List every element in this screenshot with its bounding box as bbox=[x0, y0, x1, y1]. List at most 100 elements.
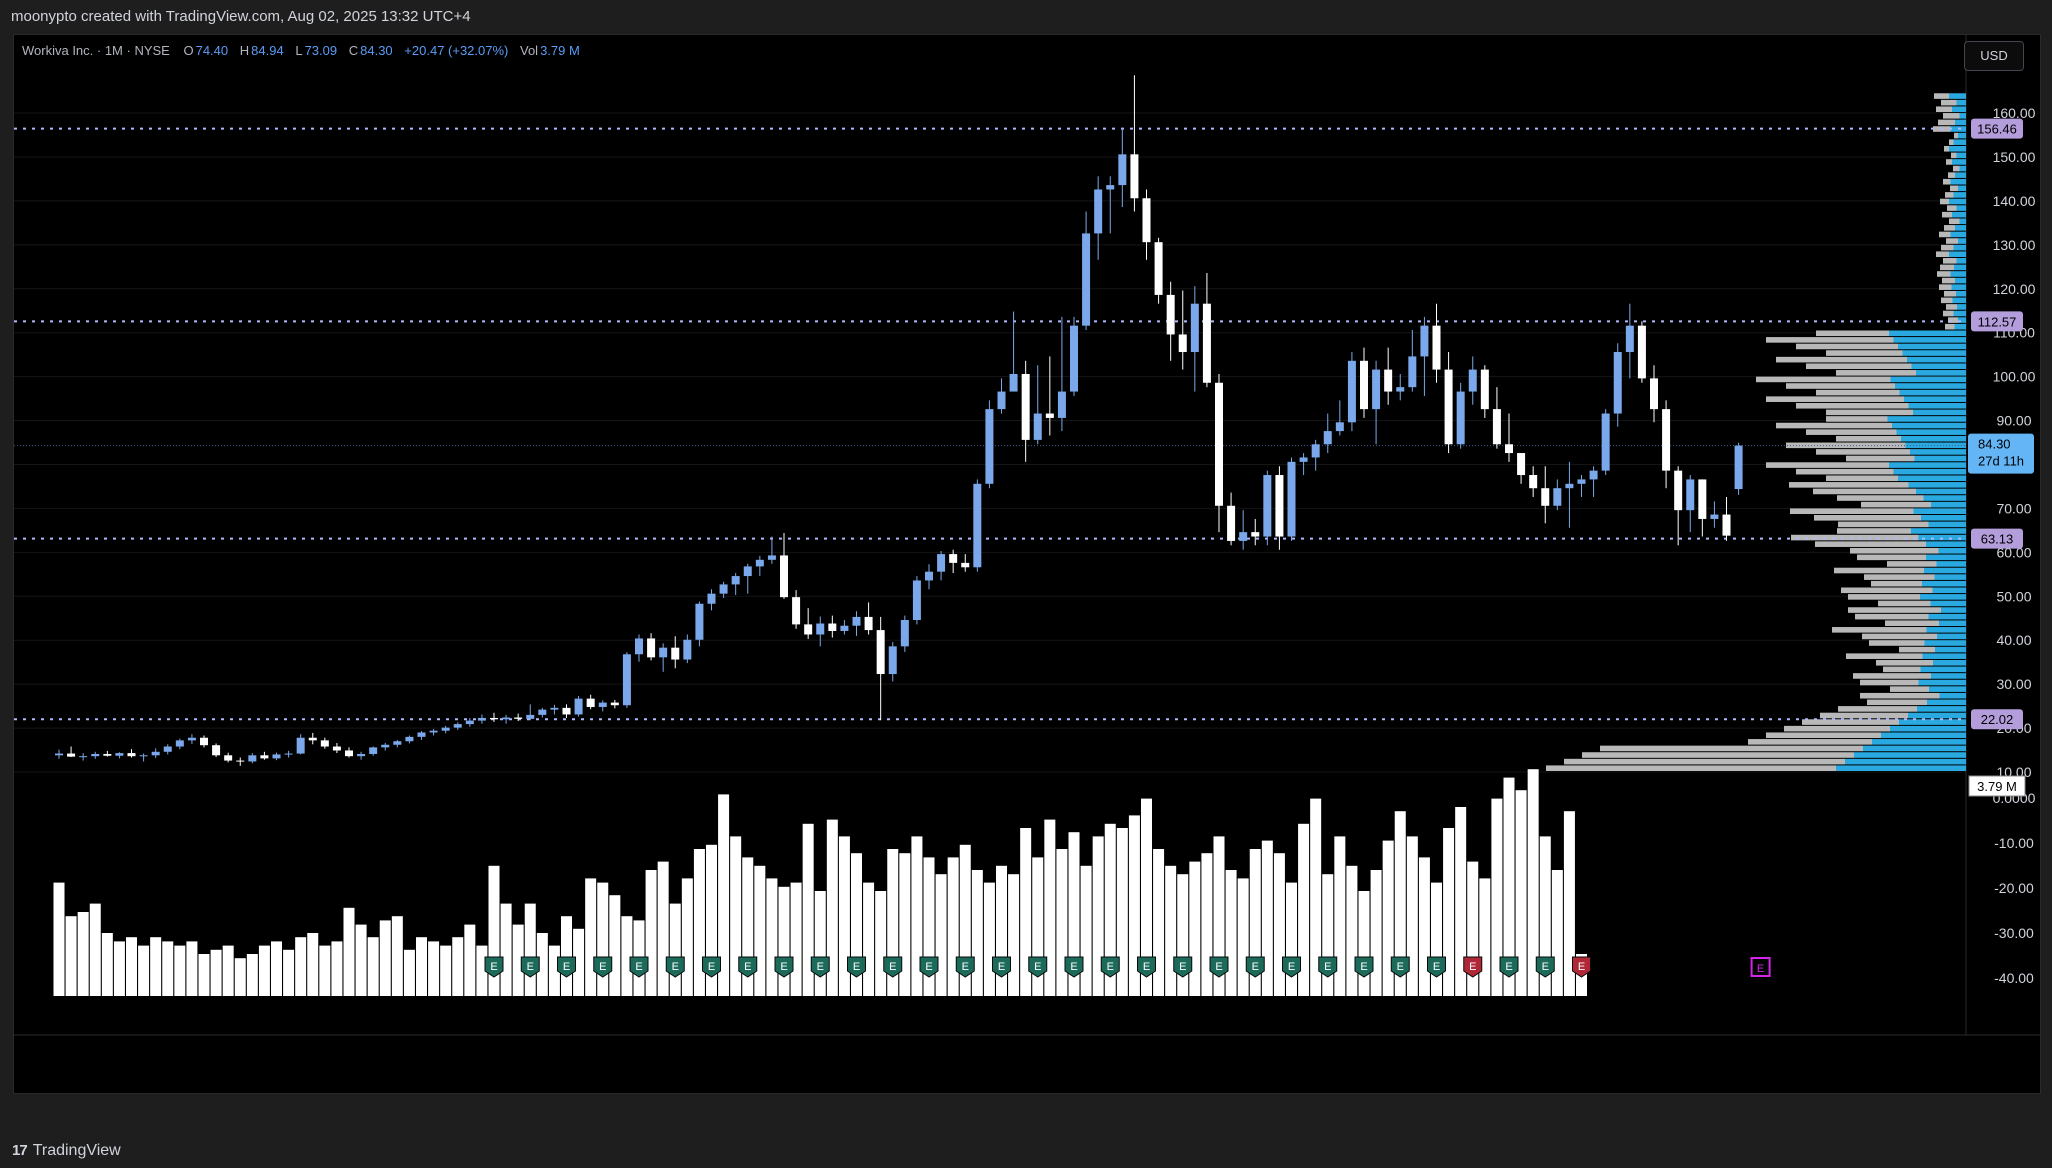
volume-profile-bar bbox=[1936, 251, 1949, 258]
earnings-marker-label: E bbox=[1397, 961, 1404, 973]
volume-profile-bar bbox=[1766, 732, 1881, 739]
volume-bar bbox=[971, 870, 983, 996]
candle-body bbox=[1335, 422, 1344, 432]
candle-body bbox=[1190, 303, 1199, 353]
volume-profile-bar bbox=[1820, 712, 1908, 719]
volume-profile-bar bbox=[1837, 495, 1924, 501]
price-tick-label: 70.00 bbox=[1996, 500, 2031, 516]
currency-button[interactable]: USD bbox=[1964, 41, 2024, 71]
volume-bar bbox=[186, 941, 198, 996]
volume-profile-bar bbox=[1918, 679, 1966, 686]
earnings-marker-label: E bbox=[744, 961, 751, 973]
volume-profile-bar bbox=[1869, 640, 1925, 646]
volume-profile-bar bbox=[1945, 323, 1955, 330]
earnings-marker bbox=[593, 956, 613, 978]
level-price-label: 63.13 bbox=[1981, 532, 2014, 547]
volume-profile-bar bbox=[1943, 113, 1960, 119]
volume-bar bbox=[1153, 849, 1165, 996]
volume-profile-bar bbox=[1907, 356, 1966, 363]
volume-profile-bar bbox=[1916, 488, 1966, 495]
volume-bar bbox=[355, 924, 367, 996]
volume-bar bbox=[1443, 828, 1455, 996]
candle-body bbox=[296, 737, 305, 754]
candle-body bbox=[659, 647, 668, 658]
volume-profile-bar bbox=[1766, 396, 1904, 402]
candle-body bbox=[429, 730, 438, 733]
volume-bar bbox=[428, 941, 440, 996]
volume-profile-bar bbox=[1926, 541, 1966, 547]
volume-profile-bar bbox=[1790, 508, 1914, 515]
earnings-marker-label: E bbox=[672, 961, 679, 973]
level-price-label-bg bbox=[1971, 709, 2023, 730]
candle-body bbox=[1577, 479, 1586, 484]
candle-body bbox=[1251, 532, 1260, 537]
volume-profile-bar bbox=[1936, 561, 1966, 567]
candle-body bbox=[1698, 479, 1707, 519]
volume-profile-bar bbox=[1941, 607, 1966, 613]
volume-profile-bar bbox=[1766, 462, 1889, 468]
candle-body bbox=[1239, 532, 1248, 541]
candle-body bbox=[719, 584, 728, 594]
volume-bar bbox=[935, 874, 947, 996]
earnings-marker bbox=[665, 956, 685, 978]
volume-bar bbox=[1032, 857, 1044, 996]
volume-profile-bar bbox=[1952, 106, 1966, 113]
volume-profile-bar bbox=[1921, 515, 1966, 521]
candle-body bbox=[1118, 154, 1127, 186]
volume-bar bbox=[1334, 836, 1346, 996]
volume-profile-bar bbox=[1796, 343, 1898, 350]
earnings-marker-label: E bbox=[1469, 961, 1476, 973]
volume-bar bbox=[331, 941, 343, 996]
volume-profile-bar bbox=[1863, 745, 1966, 752]
volume-profile-bar bbox=[1887, 416, 1966, 422]
volume-profile-bar bbox=[1950, 231, 1966, 238]
volume-profile-bar bbox=[1864, 574, 1935, 580]
volume-bar bbox=[319, 945, 331, 996]
volume-bar bbox=[1020, 828, 1032, 996]
close-value: 84.30 bbox=[360, 43, 393, 58]
volume-profile-bar bbox=[1826, 475, 1898, 482]
volume-bar bbox=[1406, 836, 1418, 996]
volume-profile-bar bbox=[1766, 337, 1894, 343]
level-price-label: 22.02 bbox=[1981, 712, 2014, 727]
tradingview-logo[interactable]: 17 TradingView bbox=[12, 1134, 121, 1168]
volume-profile-bar bbox=[1789, 482, 1909, 488]
volume-value: 3.79 M bbox=[540, 43, 580, 58]
volume-profile-bar bbox=[1955, 277, 1966, 284]
volume-bar bbox=[440, 945, 452, 996]
volume-profile-bar bbox=[1802, 719, 1899, 725]
volume-profile-bar bbox=[1949, 198, 1966, 205]
price-chart[interactable]: 2015Jul2016Jul2017Jul2018Jul2019Jul2020J… bbox=[14, 35, 2040, 1093]
volume-bar bbox=[77, 912, 89, 996]
candle-body bbox=[961, 562, 970, 568]
candle-body bbox=[115, 753, 124, 756]
volume-profile-bar bbox=[1895, 383, 1966, 389]
earnings-marker bbox=[1499, 956, 1519, 978]
volume-profile-bar bbox=[1959, 113, 1966, 119]
volume-bar bbox=[1515, 790, 1527, 996]
candle-body bbox=[1130, 154, 1139, 199]
volume-profile-bar bbox=[1836, 370, 1916, 376]
volume-profile-bar bbox=[1862, 633, 1937, 640]
volume-label-bg bbox=[1968, 775, 2026, 797]
volume-bar bbox=[89, 903, 101, 996]
volume-bar bbox=[1080, 865, 1092, 996]
volume-bar bbox=[597, 882, 609, 996]
candle-body bbox=[55, 753, 63, 756]
earnings-marker-label: E bbox=[599, 961, 606, 973]
earnings-marker-label: E bbox=[1107, 961, 1114, 973]
volume-profile-bar bbox=[1893, 468, 1966, 475]
volume-bar bbox=[1092, 836, 1104, 996]
candle-body bbox=[973, 483, 982, 568]
volume-profile-bar bbox=[1928, 613, 1966, 620]
change-value: +20.47 (+32.07%) bbox=[404, 43, 509, 58]
volume-profile-bar bbox=[1953, 165, 1960, 172]
volume-profile-bar bbox=[1816, 330, 1889, 337]
chart-panel[interactable]: 2015Jul2016Jul2017Jul2018Jul2019Jul2020J… bbox=[13, 34, 2041, 1094]
volume-bar bbox=[283, 949, 295, 996]
candle-body bbox=[840, 625, 849, 631]
earnings-marker bbox=[1427, 956, 1446, 978]
candle-body bbox=[79, 756, 88, 758]
candle-body bbox=[538, 709, 547, 715]
candle-body bbox=[369, 747, 378, 754]
